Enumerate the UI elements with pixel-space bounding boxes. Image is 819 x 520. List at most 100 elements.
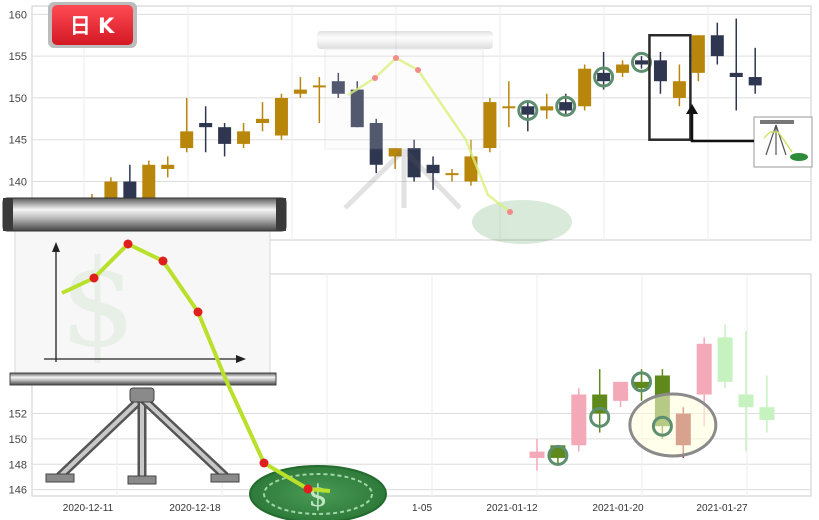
lower-candle-body	[634, 381, 649, 389]
upper-y-tick-label: 140	[9, 177, 27, 189]
faded-presentation-board-illustration	[317, 31, 572, 244]
faded-trend-line	[347, 56, 511, 213]
upper-candle	[256, 102, 269, 132]
upper-candle-body	[369, 123, 383, 165]
upper-candle-body	[293, 89, 307, 94]
upper-highlight-box	[648, 34, 692, 141]
lower-x-tick-label: 2020-12-11	[63, 503, 114, 514]
upper-candle	[597, 51, 611, 90]
lower-x-tick-label: 1-05	[412, 503, 432, 514]
upper-candle-body	[729, 72, 743, 78]
upper-candle-body	[672, 81, 686, 98]
lower-y-tick-label: 150	[9, 434, 27, 446]
lower-x-tick-label: 2021-01-20	[592, 503, 644, 514]
upper-candle	[331, 72, 345, 98]
upper-candle-body	[237, 131, 251, 144]
upper-candle	[729, 18, 743, 111]
svg-text:$: $	[308, 479, 327, 514]
upper-candle	[483, 97, 497, 153]
upper-candle-body	[578, 68, 592, 107]
lower-x-tick-label: 2021-01-27	[696, 503, 748, 514]
upper-candle	[635, 56, 648, 69]
lower-highlight-circle	[547, 444, 569, 466]
upper-y-axis: 140 145 150 155 160	[9, 9, 27, 188]
upper-candle	[237, 123, 251, 149]
callout-arrow	[690, 112, 754, 143]
upper-candle-body	[199, 123, 213, 128]
upper-candle-body	[218, 127, 232, 144]
upper-candle	[218, 123, 232, 157]
lower-candle	[613, 381, 629, 408]
upper-candle	[521, 102, 535, 132]
upper-candle	[672, 64, 686, 107]
upper-candle-body	[710, 35, 724, 57]
lower-highlight-circle	[651, 415, 673, 437]
tripod-stand	[45, 387, 240, 485]
upper-candle-body	[161, 164, 175, 169]
upper-highlight-circle	[593, 66, 615, 88]
upper-candle	[369, 118, 383, 174]
upper-candle-body	[312, 85, 326, 88]
upper-candle-body	[483, 102, 497, 149]
board-top-roller	[2, 197, 287, 232]
board-bottom-tray	[9, 372, 277, 386]
upper-candle-body	[426, 164, 440, 174]
upper-candle-body	[653, 60, 667, 82]
upper-candle	[388, 148, 402, 169]
upper-highlight-circle	[517, 99, 539, 121]
board-trend-points	[89, 239, 313, 494]
upper-candle	[616, 60, 630, 78]
upper-candle-body	[180, 131, 194, 149]
upper-candle-body	[691, 35, 705, 73]
board-x-arrow-icon	[236, 355, 246, 363]
lower-highlight-circle	[589, 406, 611, 428]
upper-candle-body	[274, 97, 288, 136]
upper-candle-body	[464, 156, 478, 182]
upper-candle-body	[331, 81, 345, 94]
lower-y-tick-label: 146	[9, 485, 27, 497]
lower-candle	[759, 375, 775, 433]
lower-candle-body	[529, 451, 545, 458]
lower-highlight-circle	[631, 371, 652, 393]
upper-candle-body	[502, 106, 516, 109]
upper-candles	[66, 18, 762, 224]
upper-candle	[578, 64, 592, 111]
upper-candle-body	[540, 106, 554, 111]
dollar-sign-watermark-icon: $	[60, 235, 136, 374]
lower-highlight-ellipse	[628, 392, 718, 458]
board-panel	[14, 229, 271, 376]
upper-candle	[445, 168, 459, 182]
lower-candle-body	[613, 381, 629, 401]
upper-candle	[540, 93, 554, 119]
upper-candle	[426, 156, 440, 190]
upper-highlight-circle	[555, 95, 577, 117]
lower-candle	[717, 324, 733, 389]
board-y-arrow-icon	[52, 242, 60, 252]
presentation-thumbnail-icon	[753, 116, 813, 168]
upper-candle-body	[104, 181, 118, 203]
faded-trend-points	[372, 55, 513, 215]
lower-y-tick-label: 152	[9, 409, 27, 421]
upper-candle	[161, 156, 175, 178]
lower-y-tick-label: 148	[9, 459, 27, 471]
presentation-board-illustration: $ $	[2, 197, 387, 520]
upper-candle	[293, 77, 307, 98]
upper-candle-body	[142, 164, 156, 207]
upper-candle	[710, 22, 724, 65]
callout-arrow-head	[686, 104, 698, 114]
lower-candle	[634, 369, 649, 401]
upper-y-tick-label: 145	[9, 135, 27, 147]
upper-candle-body	[388, 148, 402, 157]
upper-y-tick-label: 160	[9, 9, 27, 21]
lower-candle-body	[696, 343, 712, 395]
upper-y-tick-label: 155	[9, 51, 27, 63]
lower-candle	[738, 331, 754, 452]
upper-candle-body	[445, 173, 459, 176]
upper-candle	[312, 77, 326, 123]
lower-candle-body	[571, 394, 587, 446]
daily-k-badge[interactable]: 日 K	[48, 2, 137, 48]
upper-candle	[653, 51, 667, 94]
upper-candle	[274, 93, 288, 140]
lower-candle-body	[759, 407, 775, 420]
